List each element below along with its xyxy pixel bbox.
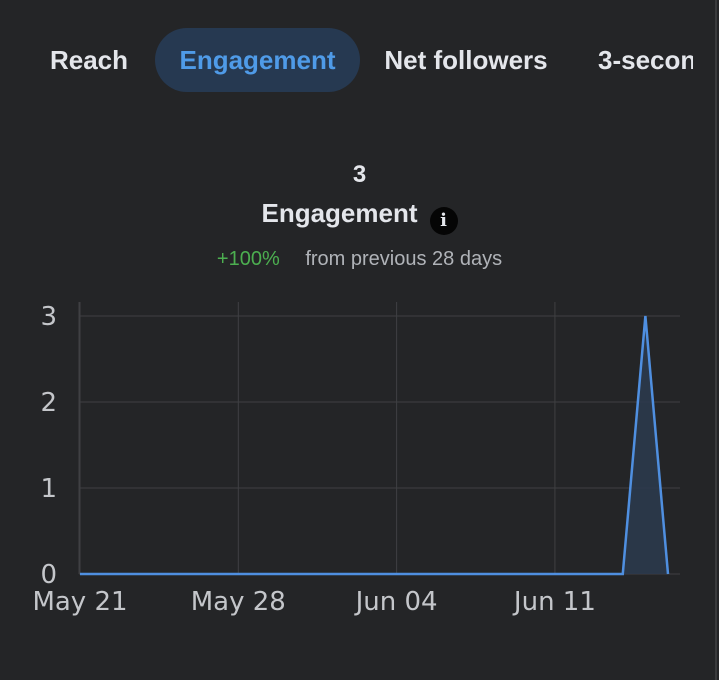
comparison-row: +100% from previous 28 days	[0, 248, 719, 271]
metric-title-row: Engagement i	[0, 198, 719, 235]
tab-net-followers[interactable]: Net followers	[384, 45, 548, 75]
y-tick-label: 1	[40, 474, 57, 504]
tab-reach[interactable]: Reach	[49, 45, 129, 75]
metric-value: 3	[352, 161, 367, 188]
x-tick-label: Jun 11	[512, 587, 596, 617]
metric-title: Engagement	[261, 198, 418, 228]
series-area	[80, 316, 668, 574]
series-line	[80, 315, 670, 576]
engagement-chart: 0 1 2 3 May 21 May 28 Jun 04 Jun 11	[32, 302, 680, 617]
x-tick-label: May 28	[191, 587, 286, 617]
tab-3-second-views[interactable]: 3-second	[598, 45, 693, 75]
tab-engagement[interactable]: Engagement	[155, 28, 360, 92]
y-tick-label: 2	[40, 388, 57, 418]
change-percentage: +100%	[216, 248, 280, 270]
metric-tabs: Reach Engagement Net followers 3-second	[0, 28, 693, 92]
comparison-period: from previous 28 days	[305, 248, 503, 270]
scroll-edge	[715, 0, 717, 680]
x-tick-label: Jun 04	[354, 587, 438, 617]
info-icon[interactable]: i	[429, 207, 458, 235]
y-tick-label: 0	[40, 560, 57, 590]
y-tick-label: 3	[40, 302, 57, 332]
x-tick-label: May 21	[32, 587, 127, 617]
